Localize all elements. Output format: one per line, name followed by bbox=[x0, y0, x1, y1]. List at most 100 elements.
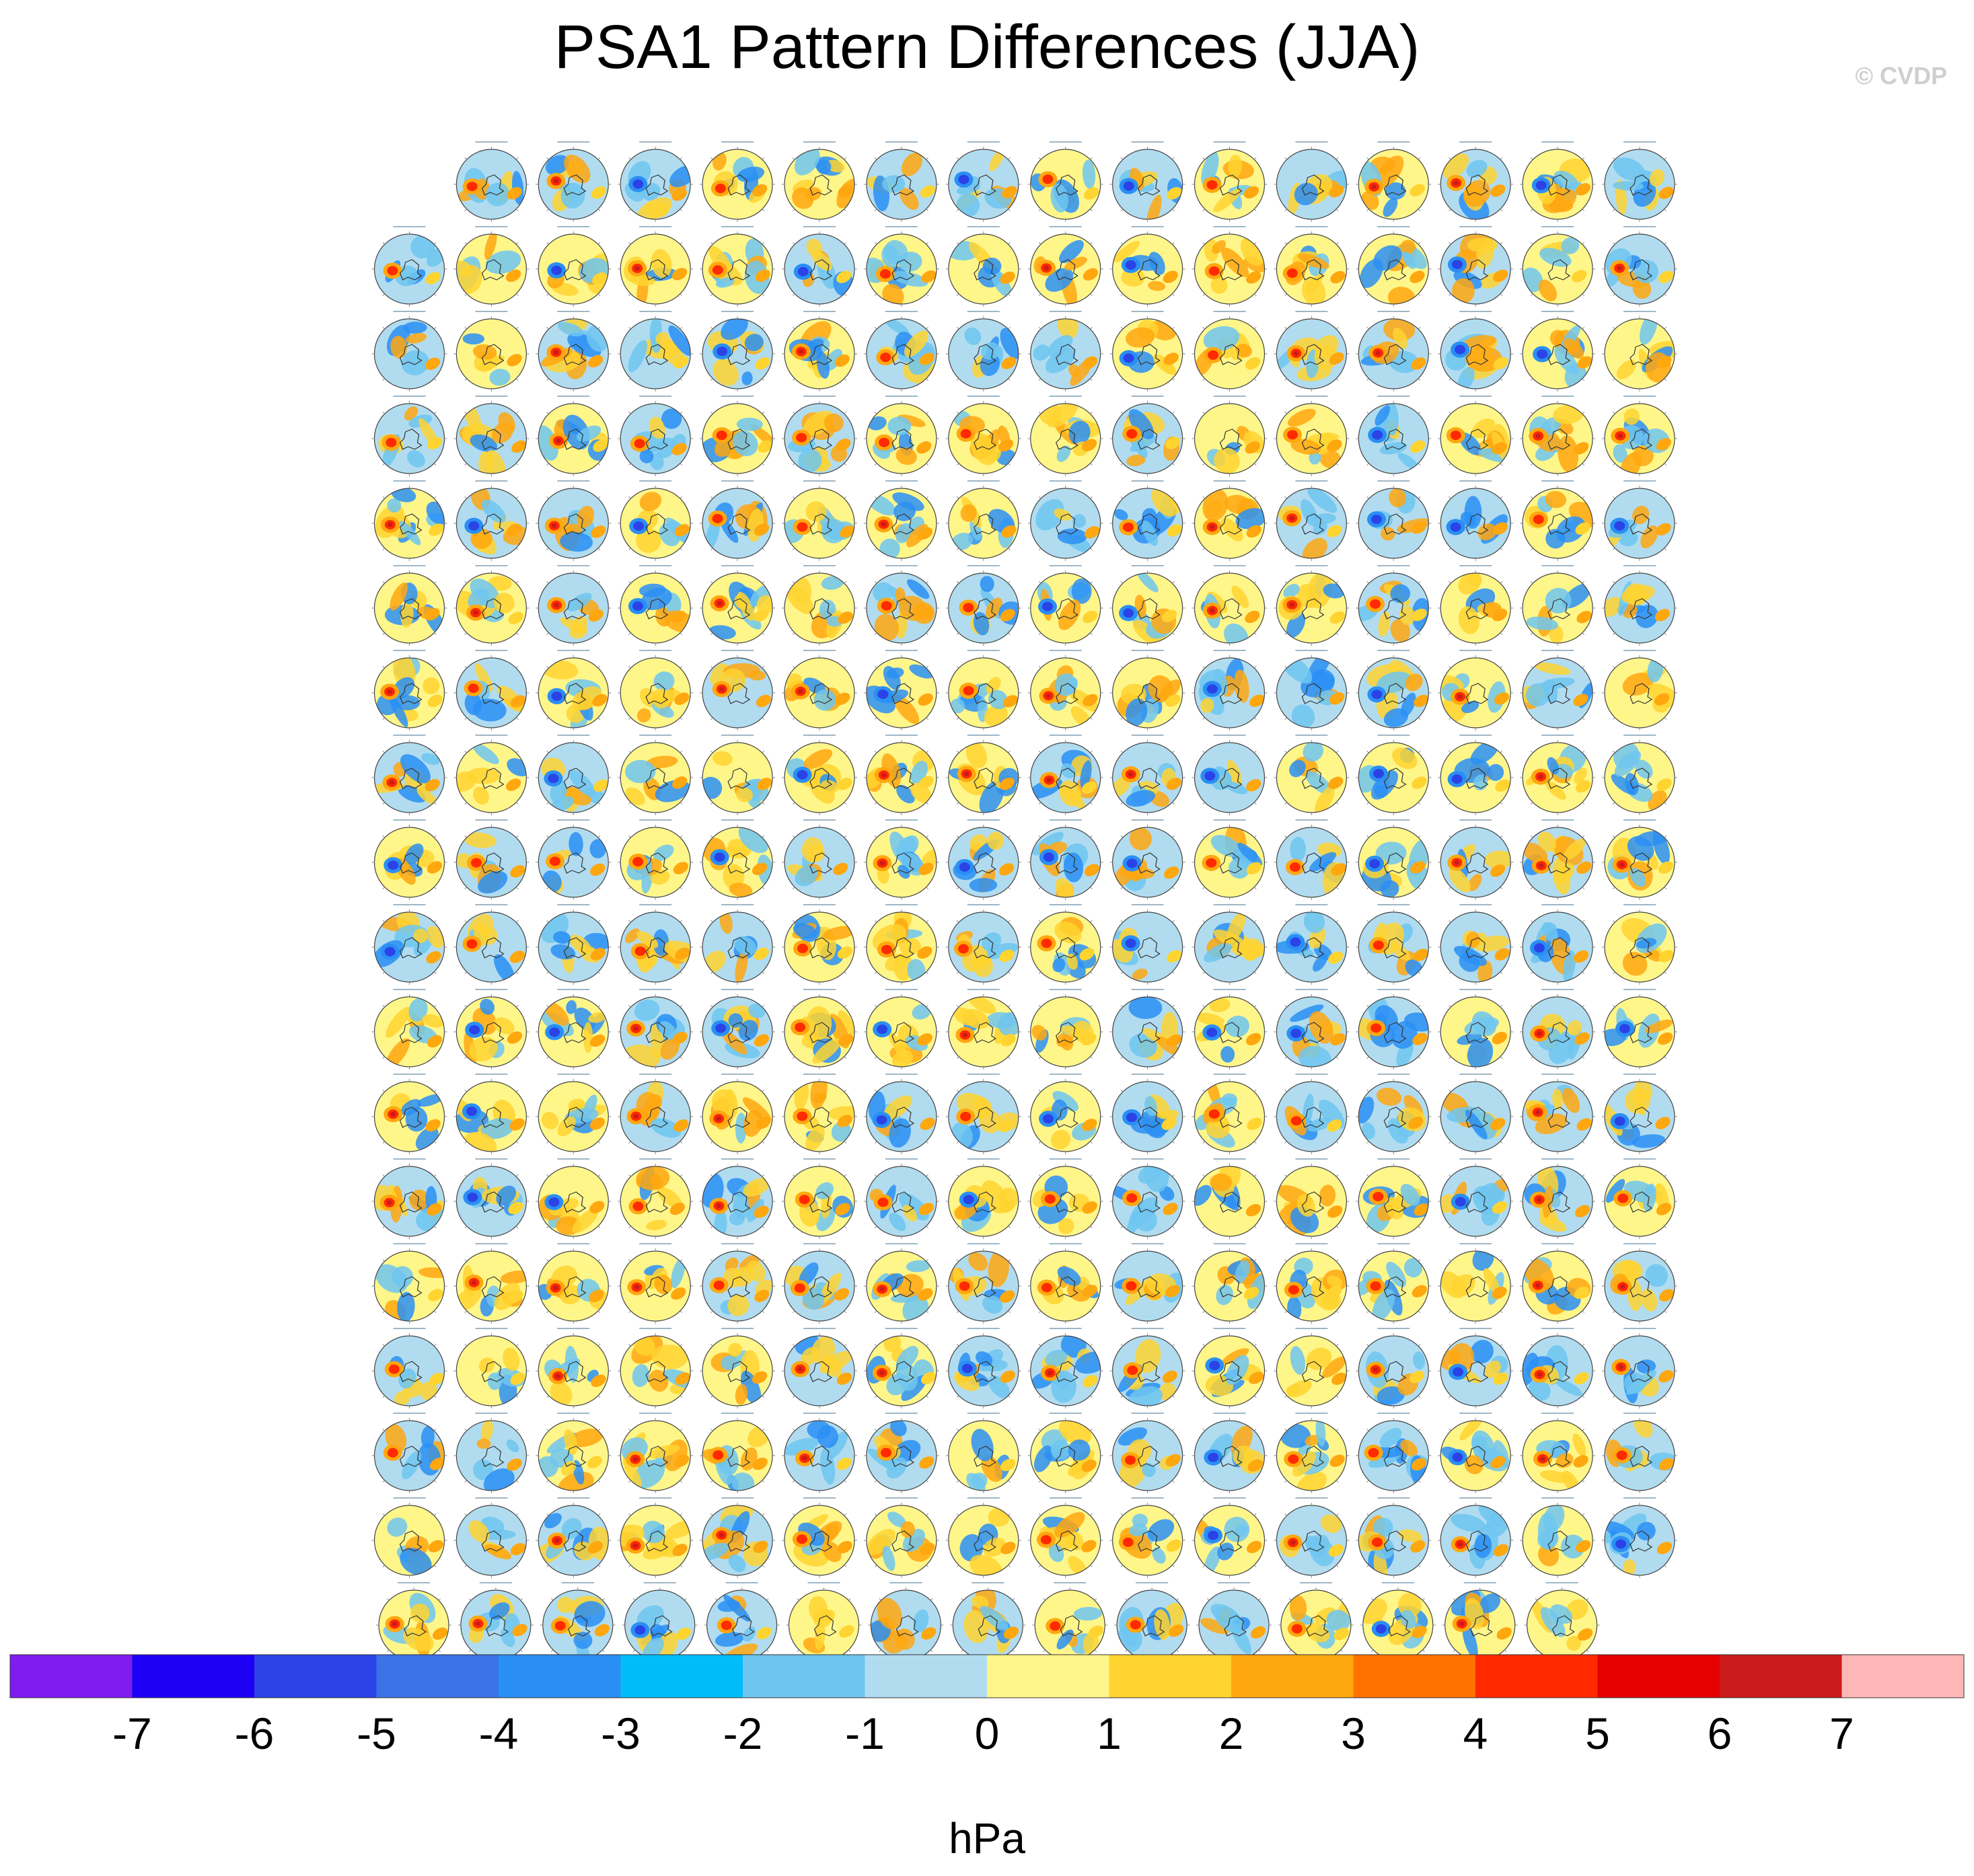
map-panel bbox=[1438, 819, 1514, 900]
map-panel bbox=[1192, 650, 1268, 730]
colorbar-tick-labels: -7 -6 -5 -4 -3 -2 -1 0 1 2 3 4 5 6 7 bbox=[112, 1709, 1854, 1758]
map-panel bbox=[863, 396, 939, 476]
map-panel bbox=[618, 819, 694, 900]
panel-title bbox=[639, 989, 672, 990]
panel-title bbox=[1541, 1074, 1574, 1075]
map-panel bbox=[782, 1328, 857, 1409]
panel-title bbox=[967, 226, 1000, 227]
map-panel bbox=[536, 141, 612, 222]
map-panel bbox=[700, 141, 776, 222]
panel-title bbox=[557, 565, 590, 566]
map-panel bbox=[1520, 735, 1596, 815]
panel-title bbox=[1213, 735, 1246, 736]
panel-title bbox=[557, 1413, 590, 1414]
colorbar-tick-label: 1 bbox=[1097, 1709, 1122, 1758]
panel-title bbox=[1049, 904, 1082, 905]
map-panel bbox=[945, 1328, 1021, 1409]
panel-title bbox=[972, 1582, 1004, 1583]
map-panel bbox=[1027, 1158, 1103, 1239]
panel-title bbox=[1295, 1158, 1328, 1160]
map-panel bbox=[1192, 904, 1268, 985]
panel-title bbox=[1623, 819, 1656, 821]
panel-title bbox=[1541, 819, 1574, 821]
panel-title bbox=[643, 1582, 676, 1583]
panel-title bbox=[1049, 1497, 1082, 1499]
panel-title bbox=[885, 141, 918, 143]
panel-title bbox=[1213, 396, 1246, 397]
map-panel bbox=[945, 1074, 1021, 1154]
map-panel bbox=[1032, 1582, 1108, 1663]
panel-title bbox=[1131, 650, 1164, 651]
panel-title bbox=[967, 650, 1000, 651]
colorbar-swatch bbox=[1353, 1655, 1476, 1698]
map-panel bbox=[945, 480, 1021, 561]
map-panel bbox=[1602, 1243, 1677, 1324]
panel-title bbox=[1377, 1243, 1410, 1244]
map-panel bbox=[782, 396, 857, 476]
map-panel bbox=[945, 311, 1021, 391]
map-panel bbox=[618, 904, 694, 985]
map-panel bbox=[950, 1582, 1026, 1663]
panel-title bbox=[1136, 1582, 1169, 1583]
map-panel bbox=[1520, 565, 1596, 646]
panel-title bbox=[557, 226, 590, 227]
colorbar-swatch bbox=[743, 1655, 865, 1698]
colorbar-tick-label: -6 bbox=[235, 1709, 275, 1758]
map-panel bbox=[1438, 1243, 1514, 1324]
panel-title bbox=[721, 819, 754, 821]
map-panel bbox=[622, 1582, 698, 1663]
panel-title bbox=[721, 1497, 754, 1499]
colorbar-swatch bbox=[376, 1655, 499, 1698]
panel-title bbox=[1213, 565, 1246, 566]
panel-title bbox=[885, 650, 918, 651]
panel-title bbox=[889, 1582, 922, 1583]
panel-title bbox=[1295, 141, 1328, 143]
colorbar-swatch bbox=[865, 1655, 988, 1698]
panel-title bbox=[967, 1497, 1000, 1499]
panel-title bbox=[1213, 480, 1246, 482]
panel-title bbox=[1131, 1074, 1164, 1075]
map-panel bbox=[371, 819, 447, 900]
panel-title bbox=[1541, 1328, 1574, 1329]
panel-title bbox=[1295, 226, 1328, 227]
panel-title bbox=[475, 904, 508, 905]
panel-title bbox=[557, 904, 590, 905]
map-panel bbox=[863, 1497, 939, 1578]
colorbar-swatch bbox=[1597, 1655, 1720, 1698]
map-panel bbox=[1438, 396, 1514, 476]
panel-title bbox=[967, 819, 1000, 821]
map-panel bbox=[1602, 1413, 1677, 1493]
panel-title bbox=[557, 1243, 590, 1244]
colorbar-tick-label: 5 bbox=[1585, 1709, 1610, 1758]
panel-title bbox=[803, 1497, 836, 1499]
map-panel bbox=[1520, 226, 1596, 307]
map-panel bbox=[540, 1582, 616, 1663]
map-panel bbox=[618, 650, 694, 730]
map-panel bbox=[1438, 1413, 1514, 1493]
map-panel bbox=[945, 650, 1021, 730]
panel-title bbox=[393, 480, 426, 482]
map-panel bbox=[863, 1413, 939, 1493]
map-panel bbox=[863, 989, 939, 1070]
panel-title bbox=[475, 989, 508, 990]
map-panel bbox=[945, 819, 1021, 900]
map-panel bbox=[704, 1582, 780, 1663]
map-panel bbox=[1192, 735, 1268, 815]
panel-title bbox=[1541, 1497, 1574, 1499]
map-panel bbox=[700, 311, 776, 391]
panel-title bbox=[1049, 650, 1082, 651]
map-panel bbox=[863, 650, 939, 730]
map-panel bbox=[371, 1413, 447, 1493]
map-panel bbox=[1027, 1413, 1103, 1493]
map-panel bbox=[536, 1497, 612, 1578]
panel-title bbox=[639, 1413, 672, 1414]
map-panel bbox=[1192, 819, 1268, 900]
panel-title bbox=[1459, 819, 1492, 821]
colorbar-swatch bbox=[132, 1655, 255, 1698]
map-panel bbox=[371, 1074, 447, 1154]
map-panel bbox=[371, 480, 447, 561]
panel-title bbox=[393, 1413, 426, 1414]
map-panel bbox=[782, 565, 857, 646]
map-panel bbox=[1602, 141, 1677, 222]
panel-title bbox=[1541, 989, 1574, 990]
